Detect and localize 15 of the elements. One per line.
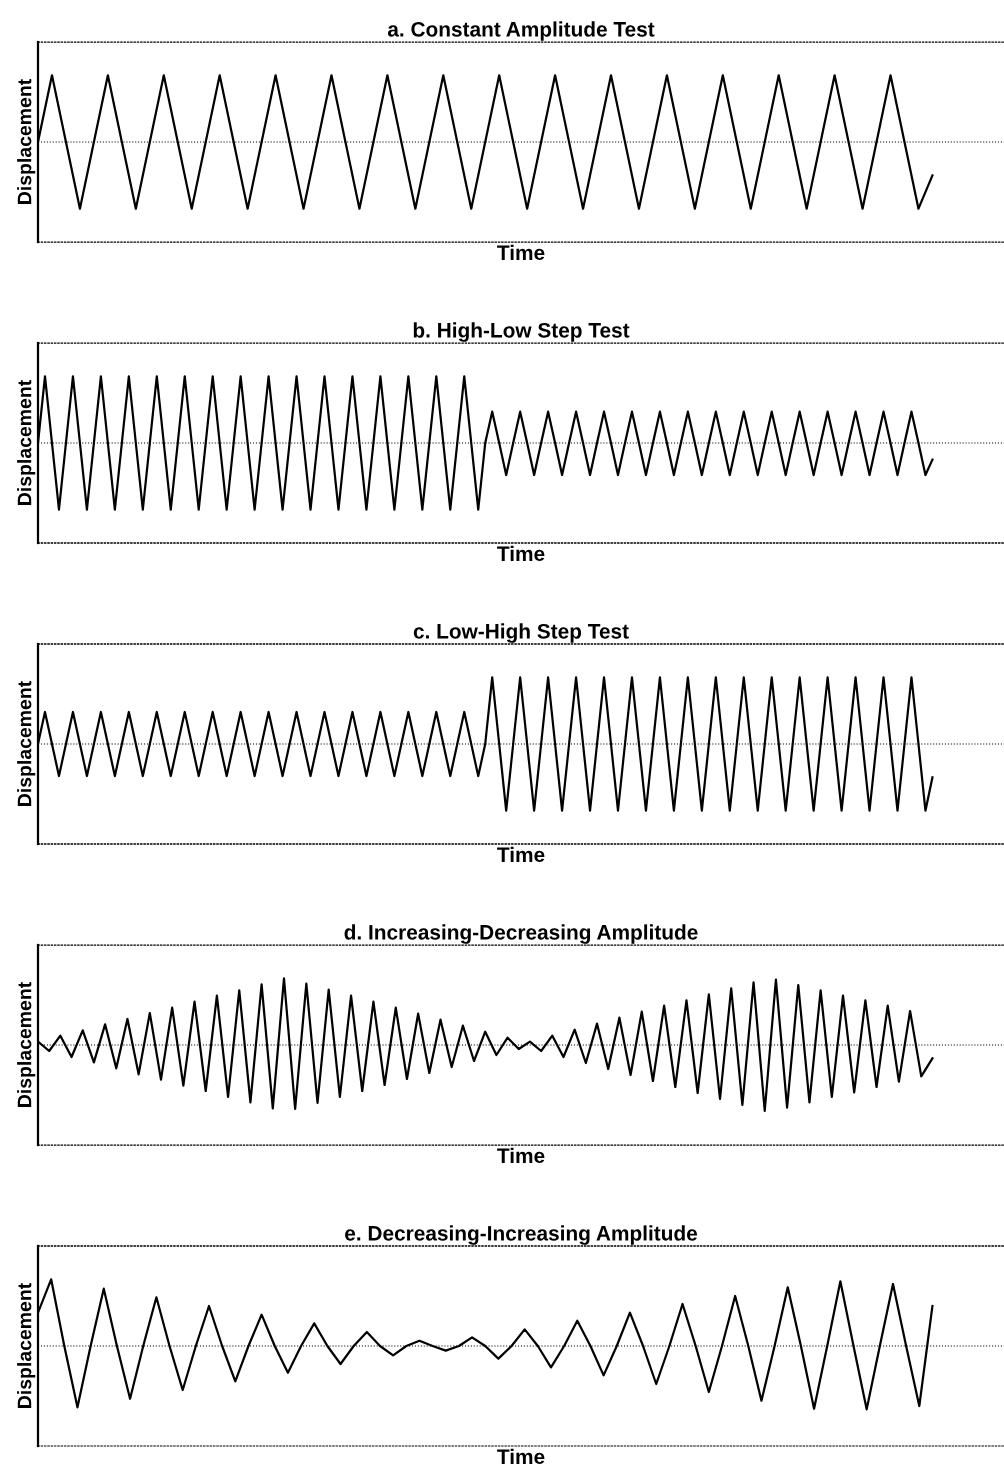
- y-axis-title: Displacement: [17, 79, 36, 204]
- x-axis-title: Time: [497, 846, 545, 863]
- y-axis-title: Displacement: [17, 1283, 36, 1408]
- chart-title: a. Constant Amplitude Test: [387, 21, 655, 41]
- x-axis-title: Time: [497, 1448, 545, 1465]
- x-axis-title: Time: [497, 244, 545, 261]
- y-axis-title: Displacement: [17, 681, 36, 806]
- y-axis-title: Displacement: [17, 380, 36, 505]
- chart-title: d. Increasing-Decreasing Amplitude: [344, 924, 698, 944]
- x-axis-title: Time: [497, 545, 545, 562]
- x-axis-title: Time: [497, 1147, 545, 1164]
- chart-title: b. High-Low Step Test: [413, 322, 630, 342]
- y-axis-title: Displacement: [17, 982, 36, 1107]
- chart-title: e. Decreasing-Increasing Amplitude: [345, 1225, 698, 1245]
- chart-title: c. Low-High Step Test: [413, 623, 629, 643]
